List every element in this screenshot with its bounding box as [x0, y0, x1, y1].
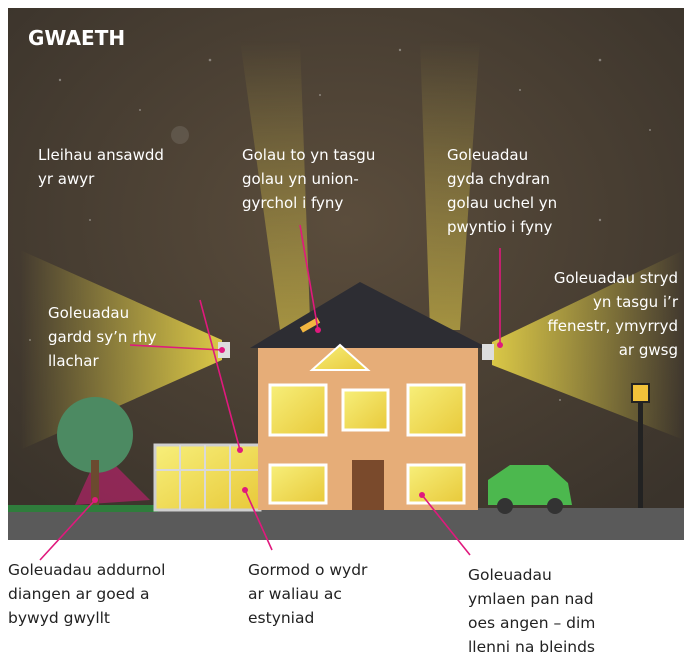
label: gyda chydran	[447, 170, 550, 188]
label: gyrchol i fyny	[242, 194, 343, 212]
label: Goleuadau	[48, 304, 129, 322]
caption: diangen ar goed a	[8, 585, 150, 603]
caption: Goleuadau addurnol	[8, 561, 165, 579]
ground	[8, 508, 684, 540]
label: ar gwsg	[619, 341, 678, 359]
label: Lleihau ansawdd	[38, 146, 164, 164]
windows	[268, 383, 466, 505]
text-layer: Lleihau ansawdd yr awyr Golau to yn tasgu g…	[8, 146, 679, 656]
caption: estyniad	[248, 609, 314, 627]
car	[488, 465, 572, 505]
garden-beam	[20, 250, 222, 450]
up-beam	[240, 40, 310, 330]
wheel	[547, 498, 563, 514]
caption: ar waliau ac	[248, 585, 342, 603]
label: Golau to yn tasgu	[242, 146, 375, 164]
grass	[8, 505, 158, 512]
door	[352, 460, 384, 510]
label: llachar	[48, 352, 99, 370]
caption: oes angen – dim	[468, 614, 595, 632]
pointers	[39, 224, 501, 561]
label: golau uchel yn	[447, 194, 557, 212]
label: Goleuadau	[447, 146, 528, 164]
label: gardd sy’n rhy	[48, 328, 157, 346]
caption: bywyd gwyllt	[8, 609, 110, 627]
roof	[250, 282, 488, 348]
greenhouse	[153, 443, 262, 512]
caption: Goleuadau	[468, 566, 552, 584]
wheel	[497, 498, 513, 514]
pointer-dots	[92, 327, 503, 503]
label: yr awyr	[38, 170, 95, 188]
greenhouse-frame	[155, 445, 260, 510]
caption: llenni na bleinds	[468, 638, 595, 656]
roof-window	[309, 343, 371, 371]
title: GWAETH	[28, 26, 125, 50]
tree	[57, 397, 133, 473]
wall-lamp	[482, 344, 494, 360]
label: pwyntio i fyny	[447, 218, 553, 236]
street-lamp	[631, 383, 650, 403]
label: yn tasgu i’r	[593, 293, 679, 311]
lamp-post	[638, 400, 643, 508]
caption: Gormod o wydr	[248, 561, 368, 579]
up-beam	[420, 40, 480, 330]
caption: ymlaen pan nad	[468, 590, 594, 608]
roof-light	[299, 317, 321, 333]
label: golau yn union-	[242, 170, 359, 188]
label: ffenestr, ymyrryd	[547, 317, 678, 335]
tree-trunk	[91, 460, 99, 505]
label: Goleuadau stryd	[554, 269, 678, 287]
